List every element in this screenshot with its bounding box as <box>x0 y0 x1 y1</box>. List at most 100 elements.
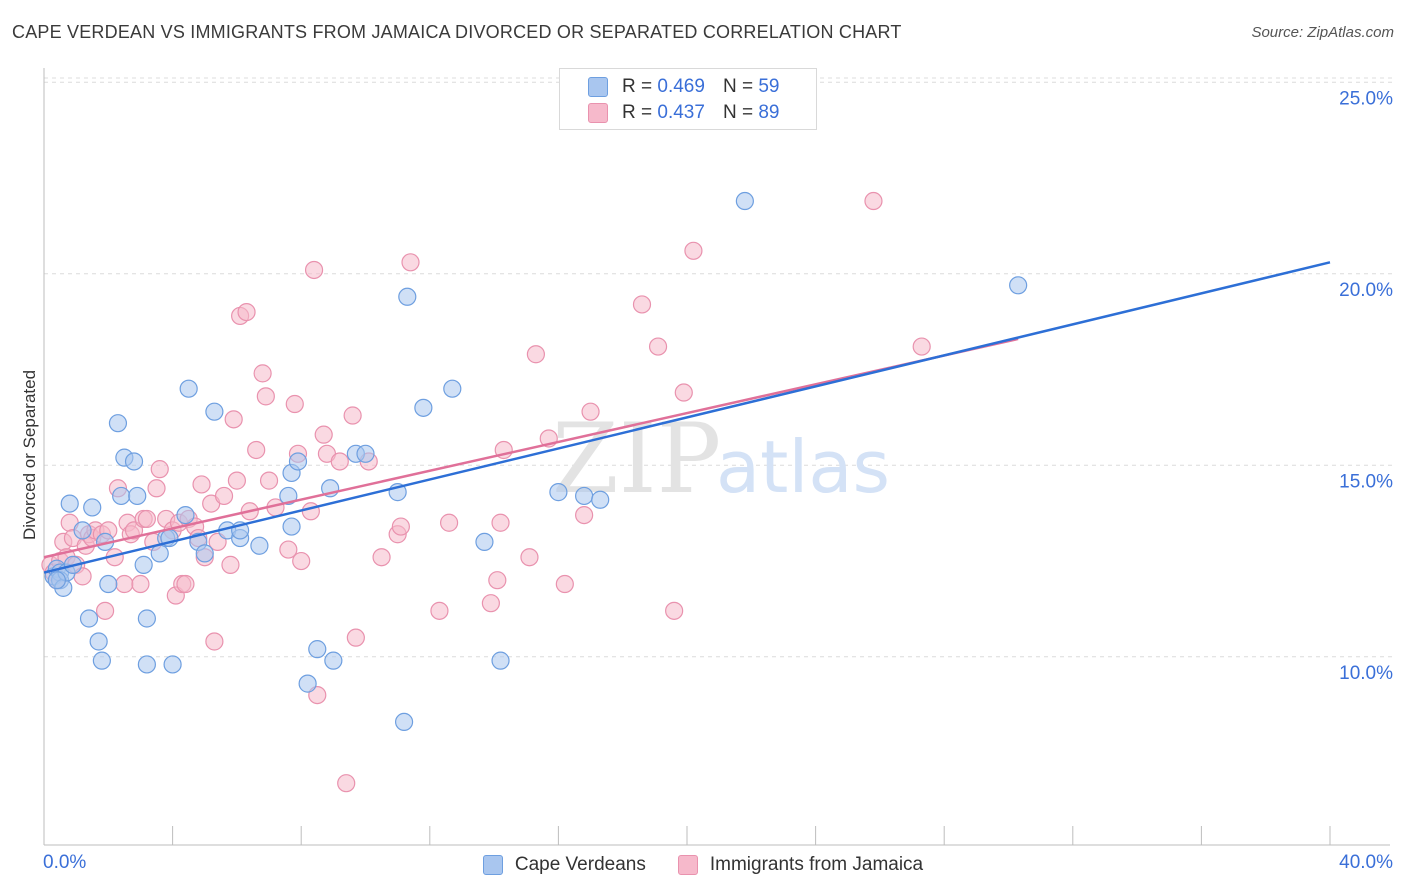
data-point <box>131 574 150 594</box>
data-point <box>128 486 147 506</box>
legend-n-value: 59 <box>758 76 780 97</box>
legend-n-value: 89 <box>758 102 780 123</box>
x-tick-label-min: 0.0% <box>43 852 87 873</box>
data-point <box>253 364 272 383</box>
data-point <box>864 191 883 211</box>
data-point <box>912 337 931 356</box>
data-point <box>549 483 568 502</box>
data-point <box>259 471 279 490</box>
data-point <box>147 479 166 498</box>
data-point <box>73 521 92 540</box>
data-point <box>205 402 224 421</box>
chart-title: CAPE VERDEAN VS IMMIGRANTS FROM JAMAICA … <box>12 22 902 42</box>
data-point <box>488 571 507 590</box>
data-point <box>343 406 362 425</box>
legend-swatch-blue <box>588 77 608 97</box>
data-point <box>179 379 198 398</box>
y-tick-label: 25.0% <box>1339 88 1393 109</box>
data-point <box>575 486 594 506</box>
data-point <box>330 452 349 471</box>
data-point <box>150 544 169 563</box>
data-point <box>665 601 684 620</box>
legend-label: Immigrants from Jamaica <box>709 854 924 875</box>
legend-item-jamaica: Immigrants from Jamaica <box>677 854 924 876</box>
data-point <box>555 574 574 594</box>
data-point <box>47 571 66 590</box>
legend-item-cape-verdeans: Cape Verdeans <box>482 854 646 876</box>
data-point <box>282 517 301 536</box>
data-point <box>137 609 156 628</box>
data-point <box>60 494 79 513</box>
data-point <box>285 394 304 414</box>
y-tick-labels: 10.0% 15.0% 20.0% 25.0% <box>1339 88 1393 684</box>
data-point <box>314 425 333 444</box>
series-cape-verdeans <box>44 191 1028 732</box>
data-point <box>372 548 391 567</box>
data-point <box>92 651 111 670</box>
data-point <box>526 345 545 364</box>
watermark-atlas: atlas <box>716 425 890 509</box>
data-point <box>398 287 417 306</box>
data-point <box>214 486 234 506</box>
data-point <box>99 574 118 594</box>
data-point <box>292 551 311 571</box>
data-point <box>481 594 500 613</box>
legend-r-label: R = <box>622 76 653 97</box>
legend-row-cape-verdeans: R = 0.469 N = 59 <box>588 75 779 99</box>
data-point <box>394 712 414 732</box>
data-point <box>137 655 156 674</box>
trend-lines <box>43 261 1331 574</box>
axes <box>43 68 1390 846</box>
data-point <box>137 509 156 529</box>
data-point <box>430 601 449 620</box>
y-tick-label: 10.0% <box>1339 663 1393 684</box>
data-point <box>124 452 144 471</box>
data-point <box>491 651 510 670</box>
data-point <box>443 379 462 398</box>
data-point <box>298 674 317 693</box>
data-point <box>150 460 169 479</box>
data-point <box>684 241 703 260</box>
data-point <box>648 337 668 356</box>
data-point <box>288 452 308 471</box>
data-point <box>279 540 298 559</box>
data-point <box>337 774 356 793</box>
data-point <box>279 486 298 506</box>
data-point <box>89 632 108 651</box>
grid-lines <box>44 77 1392 658</box>
data-point <box>195 544 214 563</box>
legend-n-label: N = <box>722 76 754 97</box>
data-point <box>491 513 510 532</box>
data-point <box>224 410 243 429</box>
source-label: Source: ZipAtlas.com <box>1251 24 1394 41</box>
data-point <box>439 513 459 532</box>
legend-swatch-blue <box>482 855 503 875</box>
correlation-legend: R = 0.469 N = 59 R = 0.437 N = 89 <box>559 68 817 130</box>
data-point <box>301 502 320 521</box>
data-point <box>632 295 652 314</box>
data-point <box>237 303 256 322</box>
data-point <box>304 260 324 280</box>
data-point <box>356 444 375 463</box>
data-point <box>391 517 410 536</box>
data-point <box>256 387 275 406</box>
y-tick-label: 20.0% <box>1339 280 1393 301</box>
x-tick-label-max: 40.0% <box>1339 852 1393 873</box>
data-point <box>134 555 153 574</box>
data-point <box>108 414 128 433</box>
data-point <box>674 383 693 402</box>
legend-label: Cape Verdeans <box>514 854 646 875</box>
data-point <box>227 471 246 490</box>
data-point <box>414 398 433 417</box>
data-point <box>346 628 365 647</box>
legend-r-value: 0.469 <box>657 76 705 97</box>
legend-swatch-pink <box>677 855 698 875</box>
data-point <box>115 574 134 594</box>
data-point <box>247 440 266 460</box>
legend-r-value: 0.437 <box>657 102 705 123</box>
data-point <box>735 191 754 211</box>
data-point <box>112 486 131 506</box>
data-point <box>475 532 494 552</box>
data-point <box>163 655 182 674</box>
